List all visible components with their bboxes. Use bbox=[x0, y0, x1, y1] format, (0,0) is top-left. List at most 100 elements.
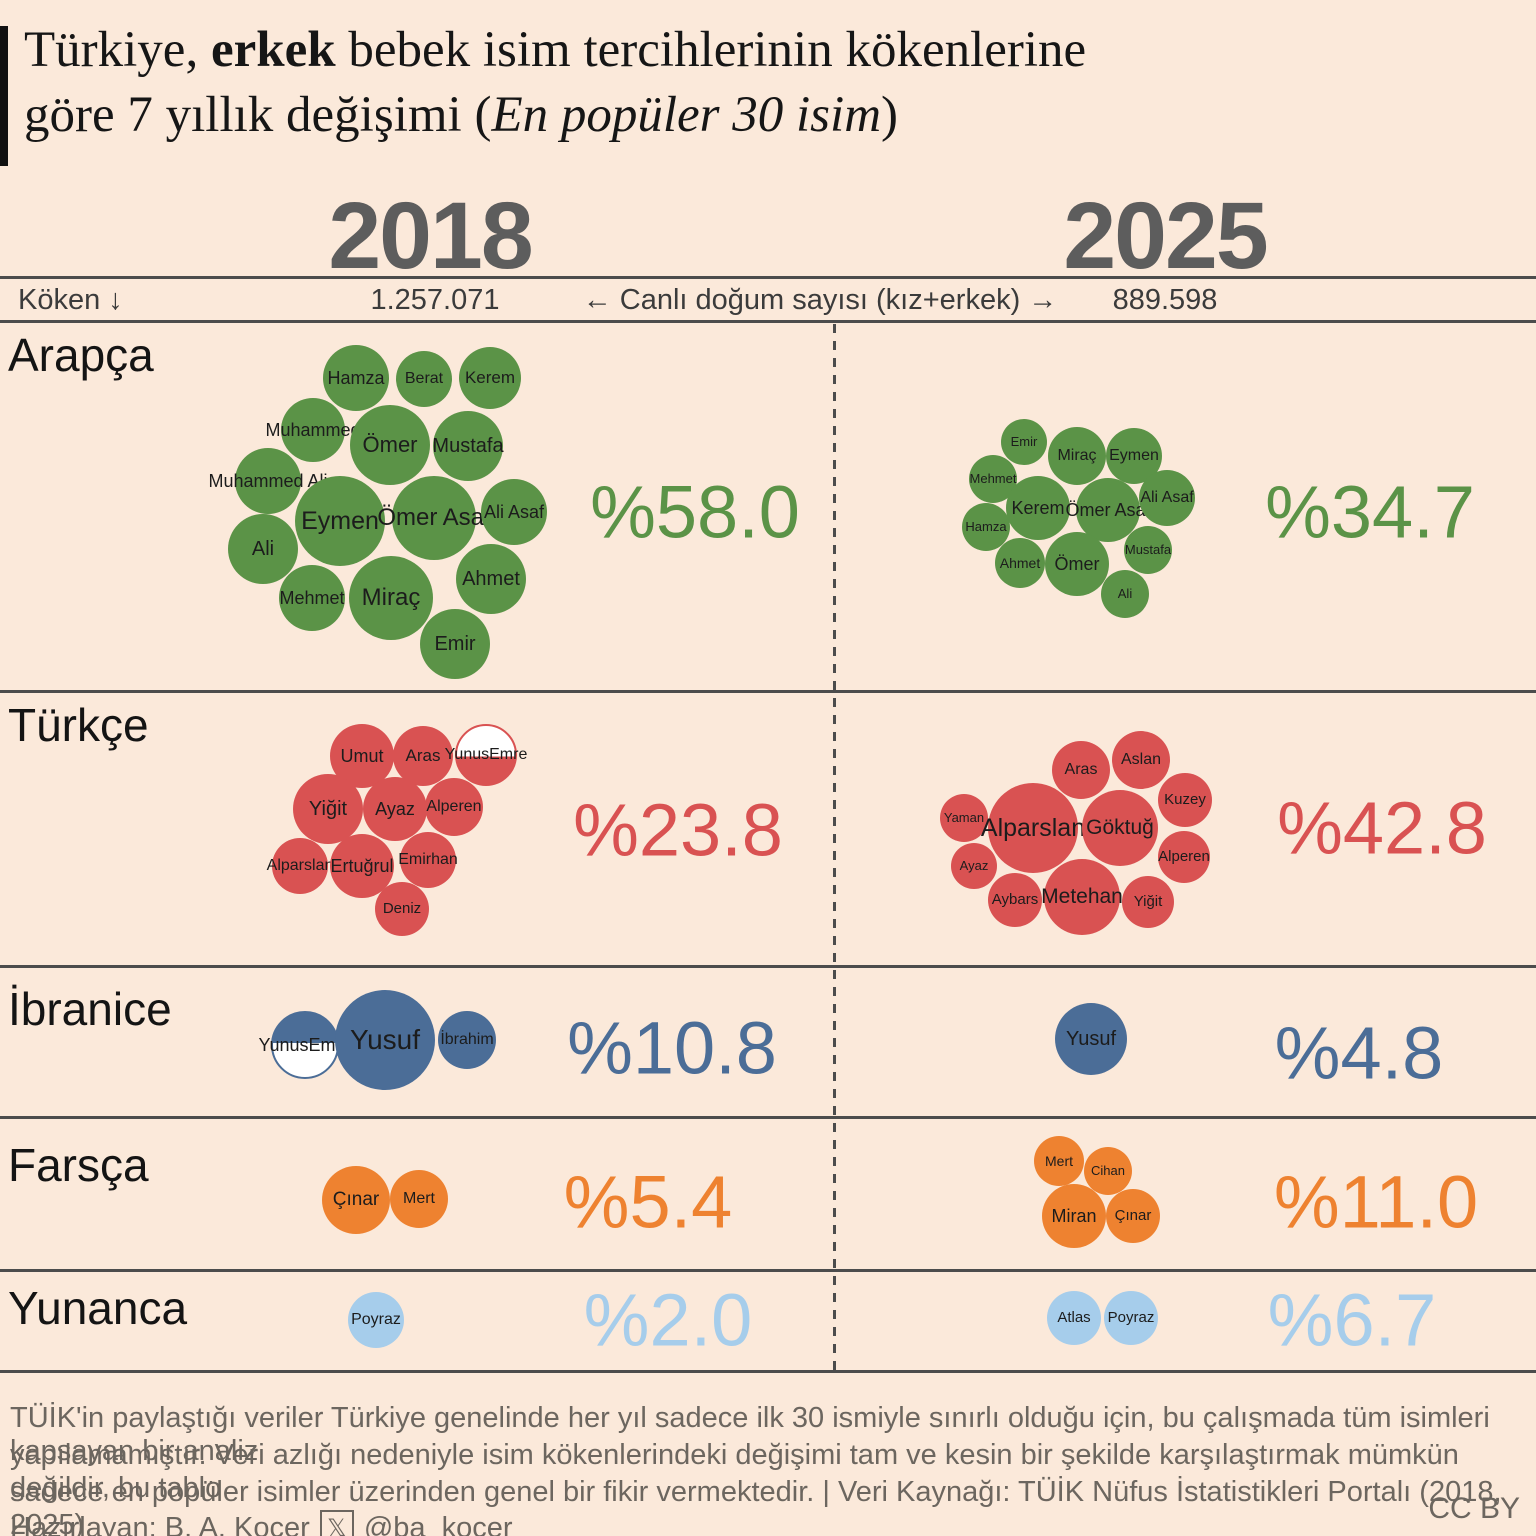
bubble-ömer-asaf: Ömer Asaf bbox=[1065, 478, 1151, 542]
pct-türkçe-2025: %42.8 bbox=[1277, 786, 1487, 870]
bubble-yunus-emre: Yunus Emre bbox=[258, 1011, 352, 1079]
bubble-ali-asaf: Ali Asaf bbox=[481, 479, 547, 545]
pct-yunanca-2025: %6.7 bbox=[1267, 1278, 1437, 1362]
bubble-kerem: Kerem bbox=[459, 347, 521, 409]
x-handle: @ba_kocer bbox=[363, 1511, 513, 1536]
title-part3: bebek isim tercihlerinin kökenlerine bbox=[335, 22, 1087, 78]
bubble-cihan: Cihan bbox=[1084, 1147, 1132, 1195]
bubble-miran: Miran bbox=[1042, 1184, 1106, 1248]
bubble-eymen: Eymen bbox=[295, 476, 385, 566]
pct-arapça-2018: %58.0 bbox=[590, 470, 800, 554]
bubble-ömer: Ömer bbox=[1045, 532, 1109, 596]
bubble-kuzey: Kuzey bbox=[1158, 773, 1212, 827]
bubble-mehmet: Mehmet bbox=[969, 455, 1017, 503]
bubble-berat: Berat bbox=[396, 351, 452, 407]
column-header-2018: 2018 bbox=[328, 183, 533, 289]
column-header-2025: 2025 bbox=[1063, 183, 1268, 289]
bubble-ömer-asaf: Ömer Asaf bbox=[377, 476, 491, 560]
row-separator-5 bbox=[0, 1269, 1536, 1272]
bubble-mert: Mert bbox=[1034, 1136, 1084, 1186]
bubble-i-brahim: İbrahim bbox=[438, 1011, 496, 1069]
row-label-arapça: Arapça bbox=[8, 329, 154, 381]
pct-farsça-2025: %11.0 bbox=[1273, 1160, 1479, 1244]
bubble-ali-asaf: Ali Asaf bbox=[1139, 470, 1195, 526]
title-part1: Türkiye, bbox=[24, 22, 211, 78]
bubble-yiğit: Yiğit bbox=[1122, 876, 1174, 928]
row-label-farsça: Farsça bbox=[8, 1139, 149, 1191]
bubble-mert: Mert bbox=[390, 1170, 448, 1228]
pct-i-branice-2018: %10.8 bbox=[567, 1006, 777, 1090]
bubble-mustafa: Mustafa bbox=[1124, 526, 1172, 574]
bubble-muhammed-ali: Muhammed Ali bbox=[208, 448, 328, 514]
bubble-yusuf: Yusuf bbox=[1055, 1003, 1127, 1075]
bubble-çınar: Çınar bbox=[1106, 1189, 1160, 1243]
bubble-ahmet: Ahmet bbox=[995, 538, 1045, 588]
bubble-ali: Ali bbox=[228, 514, 298, 584]
title-part6: ) bbox=[881, 87, 899, 144]
x-twitter-icon: 𝕏 bbox=[319, 1510, 354, 1536]
title-part5-italic: En popüler 30 isim bbox=[491, 87, 882, 144]
row-separator-1 bbox=[0, 320, 1536, 323]
pct-arapça-2025: %34.7 bbox=[1265, 470, 1475, 554]
bubble-ayaz: Ayaz bbox=[951, 843, 997, 889]
bubble-muhammed: Muhammed bbox=[265, 398, 361, 462]
bubble-aybars: Aybars bbox=[988, 873, 1042, 927]
row-separator-2 bbox=[0, 690, 1536, 693]
row-separator-0 bbox=[0, 276, 1536, 279]
footer-credit: Hazırlayan: B. A. Koçer 𝕏 @ba_kocer bbox=[10, 1510, 1510, 1536]
bubble-poyraz: Poyraz bbox=[1104, 1291, 1158, 1345]
bubble-alperen: Alperen bbox=[1158, 831, 1210, 883]
birth-count-axis-label: ← Canlı doğum sayısı (kız+erkek) → bbox=[582, 284, 1058, 316]
bubble-ahmet: Ahmet bbox=[456, 544, 526, 614]
page-title: Türkiye, erkek bebek isim tercihlerinin … bbox=[24, 18, 1524, 149]
bubble-aslan: Aslan bbox=[1112, 731, 1170, 789]
bubble-alperen: Alperen bbox=[425, 778, 483, 836]
bubble-atlas: Atlas bbox=[1047, 1291, 1101, 1345]
bubble-ertuğrul: Ertuğrul bbox=[330, 834, 394, 898]
row-label-yunanca: Yunanca bbox=[8, 1282, 188, 1334]
footer-note-line1: TÜİK'in paylaştığı veriler Türkiye genel… bbox=[10, 1402, 1490, 1467]
row-separator-4 bbox=[0, 1116, 1536, 1119]
column-divider-dashed bbox=[833, 324, 836, 1370]
prepared-by-text: Hazırlayan: B. A. Koçer bbox=[10, 1511, 310, 1536]
bubble-miraç: Miraç bbox=[349, 556, 433, 640]
bubble-yunus-emre: Yunus Emre bbox=[445, 724, 527, 786]
bubble-çınar: Çınar bbox=[322, 1166, 390, 1234]
bubble-hamza: Hamza bbox=[962, 503, 1010, 551]
pct-farsça-2018: %5.4 bbox=[563, 1160, 733, 1244]
footer-note-line3: sadece en popüler isimler üzerinden gene… bbox=[10, 1476, 1502, 1536]
bubble-emir: Emir bbox=[1001, 419, 1047, 465]
title-part2-bold: erkek bbox=[210, 22, 336, 78]
row-label-i-branice: İbranice bbox=[8, 983, 172, 1035]
bubble-yaman: Yaman bbox=[940, 794, 988, 842]
license-badge: CC BY bbox=[1428, 1492, 1520, 1525]
bubble-kerem: Kerem bbox=[1006, 476, 1070, 540]
bubble-mehmet: Mehmet bbox=[279, 565, 345, 631]
birth-count-2018: 1.257.071 bbox=[370, 284, 500, 316]
pct-i-branice-2025: %4.8 bbox=[1274, 1011, 1444, 1095]
row-separator-3 bbox=[0, 965, 1536, 968]
footer-note-line2: yapılamamıştır. Veri azlığı nedeniyle is… bbox=[10, 1439, 1459, 1504]
bubble-mustafa: Mustafa bbox=[432, 411, 504, 481]
bubble-alparslan: Alparslan bbox=[981, 783, 1085, 873]
origin-axis-label: Köken ↓ bbox=[18, 284, 123, 316]
title-accent-bar bbox=[0, 26, 8, 166]
bubble-ayaz: Ayaz bbox=[363, 777, 427, 841]
row-label-türkçe: Türkçe bbox=[8, 699, 149, 751]
bubble-ömer: Ömer bbox=[350, 405, 430, 485]
bubble-miraç: Miraç bbox=[1048, 427, 1106, 485]
bubble-ali: Ali bbox=[1101, 570, 1149, 618]
title-part4: göre 7 yıllık değişimi ( bbox=[24, 87, 492, 144]
bubble-deniz: Deniz bbox=[375, 882, 429, 936]
bubble-aras: Aras bbox=[1052, 741, 1110, 799]
bubble-alparslan: Alparslan bbox=[267, 838, 333, 894]
bubble-emirhan: Emirhan bbox=[398, 832, 458, 888]
bubble-yusuf: Yusuf bbox=[335, 990, 435, 1090]
pct-yunanca-2018: %2.0 bbox=[583, 1278, 753, 1362]
bubble-aras: Aras bbox=[393, 726, 453, 786]
row-separator-6 bbox=[0, 1370, 1536, 1373]
bubble-yiğit: Yiğit bbox=[293, 774, 363, 844]
bubble-poyraz: Poyraz bbox=[348, 1292, 404, 1348]
bubble-göktuğ: Göktuğ bbox=[1082, 790, 1158, 866]
